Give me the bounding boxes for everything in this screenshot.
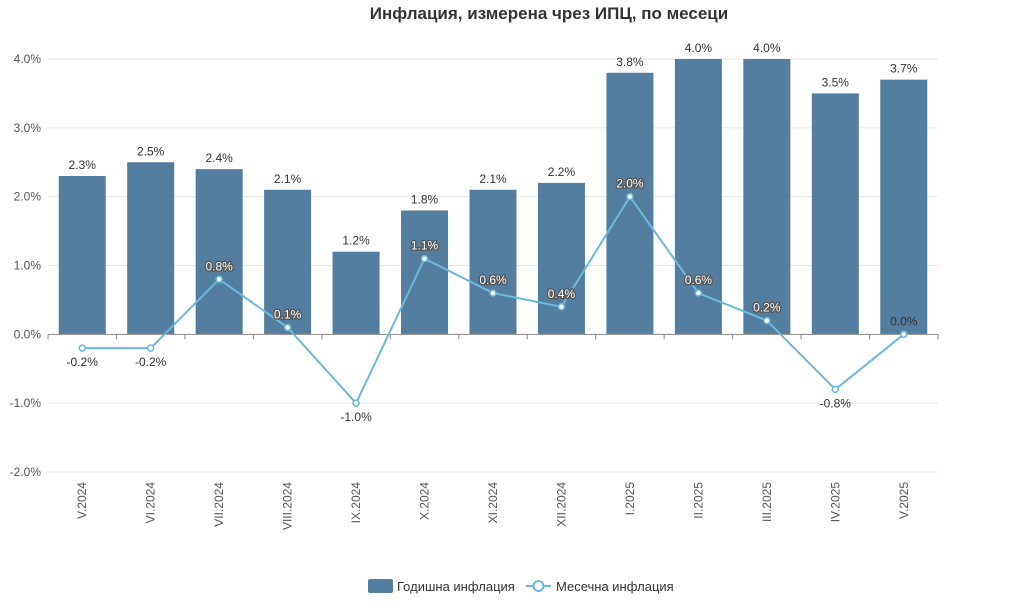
bar-data-label: 2.4% — [205, 151, 233, 165]
x-tick-label: IX.2024 — [349, 482, 363, 524]
bar-data-label: 4.0% — [753, 41, 781, 55]
bar — [127, 162, 175, 335]
line-data-label: 0.1% — [274, 307, 302, 321]
x-tick-label: II.2025 — [691, 482, 705, 519]
x-tick-label: VII.2024 — [212, 482, 226, 527]
line-data-label: 1.1% — [411, 239, 439, 253]
line-point — [489, 289, 497, 297]
y-tick-label: 1.0% — [14, 259, 42, 273]
legend-label-bars: Годишна инфлация — [397, 579, 515, 594]
x-tick-label: IV.2025 — [828, 482, 842, 523]
bar — [469, 189, 517, 335]
line-point — [215, 275, 223, 284]
x-tick-label: VI.2024 — [144, 482, 158, 524]
y-tick-label: -1.0% — [10, 396, 42, 410]
bar — [195, 169, 243, 335]
x-tick-label: XI.2024 — [486, 482, 500, 524]
x-tick-label: V.2024 — [75, 482, 89, 519]
line-data-label: 0.4% — [548, 287, 576, 301]
bar-data-label: 2.3% — [69, 158, 97, 172]
line-point — [78, 344, 86, 352]
line-data-label: -1.0% — [340, 410, 372, 424]
line-point — [352, 399, 360, 407]
line-point — [283, 323, 292, 332]
line-point — [831, 385, 840, 394]
line-data-label: 0.6% — [479, 273, 507, 287]
y-tick-label: 3.0% — [14, 121, 42, 135]
bar — [880, 79, 928, 335]
line-point — [146, 344, 155, 352]
line-point — [763, 316, 771, 325]
line-data-label: 0.8% — [205, 259, 233, 273]
line-point — [694, 289, 703, 297]
y-tick-label: 2.0% — [14, 190, 42, 204]
x-tick-label: III.2025 — [760, 482, 774, 522]
bar — [743, 59, 791, 335]
bar-data-label: 2.2% — [548, 165, 576, 179]
bar — [401, 210, 449, 335]
y-tick-label: 4.0% — [14, 52, 42, 66]
bar — [811, 93, 859, 335]
bar-data-label: 1.2% — [342, 234, 370, 248]
y-tick-label: -2.0% — [10, 465, 42, 479]
line-data-label: -0.2% — [135, 355, 167, 369]
line-point — [626, 192, 634, 201]
bar — [674, 59, 722, 335]
bar-data-label: 3.5% — [822, 75, 850, 89]
bar — [537, 182, 585, 335]
bar-data-label: 4.0% — [685, 41, 713, 55]
bar — [606, 72, 654, 335]
line-point — [557, 303, 566, 311]
line-data-label: -0.8% — [820, 396, 852, 410]
bar-data-label: 2.1% — [479, 172, 507, 186]
line-data-label: 0.0% — [890, 314, 918, 328]
legend-bar-swatch — [368, 579, 393, 593]
line-data-label: 0.6% — [685, 273, 713, 287]
line-point — [900, 330, 908, 339]
bar-data-label: 2.1% — [274, 172, 302, 186]
bar-data-label: 2.5% — [137, 144, 165, 158]
x-tick-label: V.2025 — [897, 482, 911, 519]
bar-data-label: 3.8% — [616, 55, 644, 69]
line-point — [420, 254, 429, 263]
x-tick-label: XII.2024 — [554, 482, 568, 527]
x-tick-label: X.2024 — [418, 482, 432, 520]
bar — [264, 189, 312, 335]
bar-data-label: 1.8% — [411, 192, 439, 206]
bar — [58, 176, 106, 335]
bar — [332, 251, 380, 335]
line-data-label: -0.2% — [67, 355, 99, 369]
line-data-label: 0.2% — [753, 301, 781, 315]
x-tick-label: VIII.2024 — [281, 482, 295, 530]
y-tick-label: 0.0% — [14, 327, 42, 341]
x-tick-label: I.2025 — [623, 482, 637, 516]
legend-label-line: Месечна инфлация — [556, 579, 674, 594]
legend-line-marker — [532, 580, 545, 592]
line-data-label: 2.0% — [616, 177, 644, 191]
chart-title: Инфлация, измерена чрез ИПЦ, по месеци — [369, 4, 729, 23]
bar-data-label: 3.7% — [890, 62, 918, 76]
